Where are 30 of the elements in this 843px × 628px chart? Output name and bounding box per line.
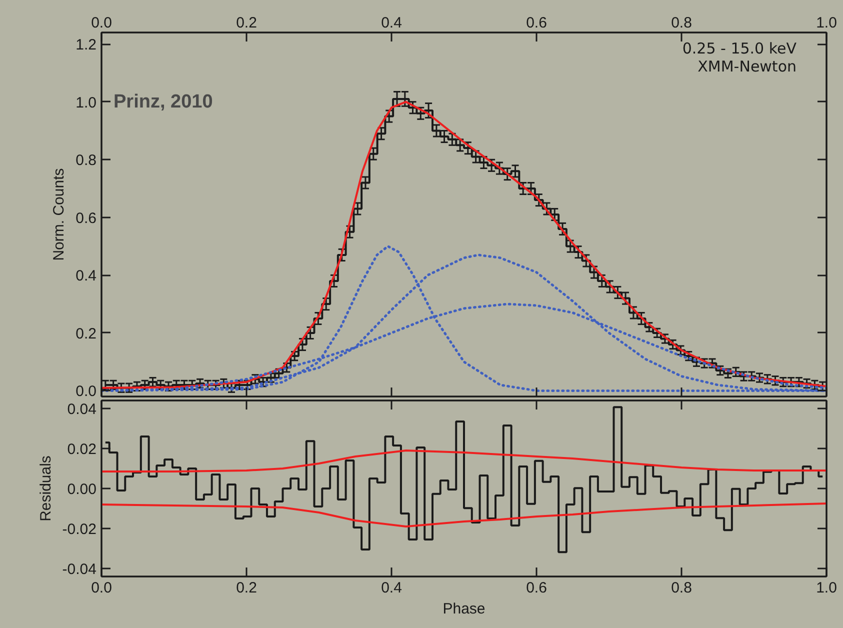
y-axis-title: Norm. Counts: [50, 168, 68, 261]
x2-tick-label: 0.6: [526, 14, 547, 32]
x-tick-label: 0.4: [381, 580, 402, 596]
y-tick-label: 0.2: [76, 325, 97, 342]
x-tick-label: 0.8: [671, 580, 692, 596]
x-tick-label: 0.6: [526, 580, 547, 596]
y-tick-label: 0.4: [76, 268, 97, 285]
y-tick-label: -0.04: [62, 561, 97, 578]
annotation: 0.25 - 15.0 keV: [682, 40, 798, 58]
annotation: XMM-Newton: [698, 58, 797, 76]
annotation: Prinz, 2010: [114, 92, 213, 112]
x2-tick-label: 1.0: [816, 14, 837, 32]
x-tick-label: 0.2: [236, 580, 257, 596]
y-tick-label: 1.0: [76, 94, 97, 112]
y-tick-label: 0.02: [67, 441, 97, 458]
x2-tick-label: 0.8: [671, 14, 692, 32]
y-tick-label: 0.0: [76, 383, 97, 400]
y-axis-title: Residuals: [37, 456, 54, 522]
x2-tick-label: 0.4: [381, 14, 402, 32]
y-tick-label: 1.2: [76, 36, 97, 54]
x2-tick-label: 0.0: [91, 14, 112, 32]
y-tick-label: 0.8: [76, 152, 97, 170]
y-tick-label: 0.6: [76, 210, 97, 227]
x-tick-label: 1.0: [816, 580, 837, 596]
y-tick-label: -0.02: [62, 521, 97, 538]
x-axis-title: Phase: [442, 600, 486, 618]
y-tick-label: 0.00: [67, 481, 97, 498]
y-tick-label: 0.04: [67, 401, 97, 418]
x2-tick-label: 0.2: [236, 14, 257, 32]
x-tick-label: 0.0: [91, 580, 112, 596]
